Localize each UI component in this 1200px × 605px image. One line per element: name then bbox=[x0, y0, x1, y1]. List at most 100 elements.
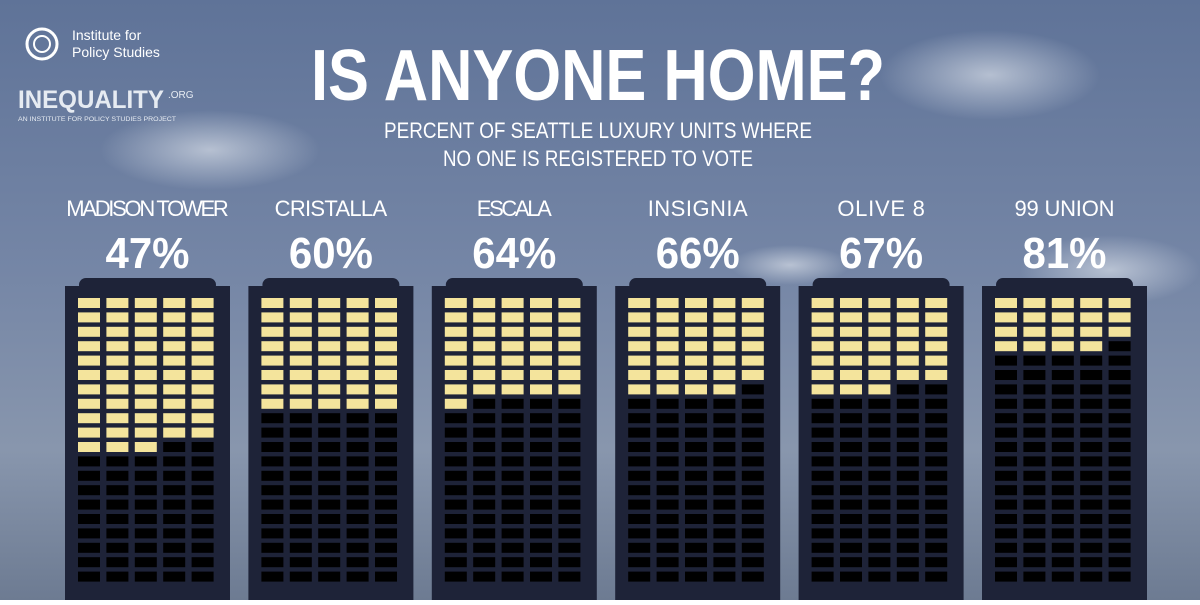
window-lit bbox=[318, 298, 341, 308]
window-lit bbox=[134, 341, 157, 352]
window-dark bbox=[106, 470, 129, 481]
window-dark bbox=[163, 528, 186, 539]
window-dark bbox=[444, 413, 467, 424]
window-lit bbox=[473, 384, 496, 395]
window-dark bbox=[1108, 499, 1131, 510]
window-lit bbox=[628, 298, 651, 308]
window-dark bbox=[346, 470, 369, 481]
window-lit bbox=[78, 298, 100, 308]
window-dark bbox=[1051, 557, 1074, 568]
window-dark bbox=[261, 514, 284, 524]
window-dark bbox=[346, 542, 369, 553]
window-lit bbox=[925, 312, 948, 323]
window-lit bbox=[840, 384, 862, 395]
value-label: 81% bbox=[1023, 229, 1107, 278]
window-dark bbox=[868, 398, 891, 409]
window-lit bbox=[1108, 312, 1131, 323]
window-dark bbox=[501, 528, 524, 539]
window-lit bbox=[191, 384, 214, 395]
window-dark bbox=[995, 485, 1017, 496]
window-dark bbox=[628, 528, 651, 539]
window-dark bbox=[444, 456, 467, 467]
window-dark bbox=[346, 427, 369, 438]
window-lit bbox=[346, 312, 369, 323]
window-lit bbox=[444, 370, 467, 380]
window-lit bbox=[868, 326, 891, 337]
window-dark bbox=[1080, 398, 1103, 409]
window-dark bbox=[995, 384, 1017, 395]
value-label: 60% bbox=[289, 229, 373, 278]
window-dark bbox=[346, 485, 369, 496]
window-dark bbox=[685, 398, 707, 409]
window-dark bbox=[191, 442, 214, 452]
window-dark bbox=[1108, 557, 1131, 568]
window-dark bbox=[1080, 413, 1103, 424]
window-lit bbox=[685, 312, 707, 323]
window-lit bbox=[656, 298, 679, 308]
window-lit bbox=[811, 341, 834, 352]
window-dark bbox=[134, 571, 157, 582]
window-dark bbox=[925, 442, 948, 452]
window-dark bbox=[530, 485, 552, 496]
window-dark bbox=[868, 542, 891, 553]
window-dark bbox=[375, 442, 397, 452]
window-lit bbox=[163, 384, 186, 395]
window-lit bbox=[656, 341, 679, 352]
window-dark bbox=[1080, 557, 1103, 568]
window-lit bbox=[318, 384, 341, 395]
window-dark bbox=[444, 528, 467, 539]
window-dark bbox=[558, 571, 581, 582]
window-lit bbox=[106, 384, 129, 395]
window-lit bbox=[191, 370, 214, 380]
window-lit bbox=[840, 298, 862, 308]
window-lit bbox=[685, 355, 707, 366]
window-dark bbox=[628, 470, 651, 481]
window-dark bbox=[896, 413, 919, 424]
window-dark bbox=[375, 470, 397, 481]
cloud bbox=[880, 30, 1100, 120]
window-lit bbox=[995, 312, 1017, 323]
window-lit bbox=[558, 355, 581, 366]
window-dark bbox=[163, 542, 186, 553]
window-lit bbox=[346, 384, 369, 395]
window-dark bbox=[685, 528, 707, 539]
window-dark bbox=[628, 398, 651, 409]
window-lit bbox=[741, 312, 764, 323]
window-lit bbox=[1080, 298, 1103, 308]
window-lit bbox=[134, 326, 157, 337]
building bbox=[615, 278, 781, 600]
window-dark bbox=[163, 514, 186, 524]
window-dark bbox=[995, 398, 1017, 409]
window-lit bbox=[346, 370, 369, 380]
window-dark bbox=[289, 528, 312, 539]
window-dark bbox=[1080, 528, 1103, 539]
window-lit bbox=[78, 370, 100, 380]
window-dark bbox=[656, 542, 679, 553]
window-lit bbox=[628, 326, 651, 337]
window-lit bbox=[78, 326, 100, 337]
window-dark bbox=[811, 470, 834, 481]
window-dark bbox=[713, 442, 736, 452]
window-lit bbox=[501, 370, 524, 380]
window-dark bbox=[530, 514, 552, 524]
logo-org: Institute for bbox=[72, 27, 142, 43]
window-dark bbox=[1108, 341, 1131, 352]
window-dark bbox=[741, 456, 764, 467]
window-dark bbox=[741, 384, 764, 395]
window-dark bbox=[840, 413, 862, 424]
window-lit bbox=[163, 398, 186, 409]
window-dark bbox=[289, 557, 312, 568]
window-dark bbox=[444, 542, 467, 553]
window-dark bbox=[134, 485, 157, 496]
window-dark bbox=[628, 514, 651, 524]
window-dark bbox=[346, 456, 369, 467]
window-lit bbox=[558, 370, 581, 380]
window-lit bbox=[191, 427, 214, 438]
window-dark bbox=[318, 470, 341, 481]
window-dark bbox=[628, 557, 651, 568]
window-dark bbox=[501, 398, 524, 409]
window-dark bbox=[811, 514, 834, 524]
window-dark bbox=[444, 442, 467, 452]
window-dark bbox=[995, 370, 1017, 380]
window-dark bbox=[289, 413, 312, 424]
